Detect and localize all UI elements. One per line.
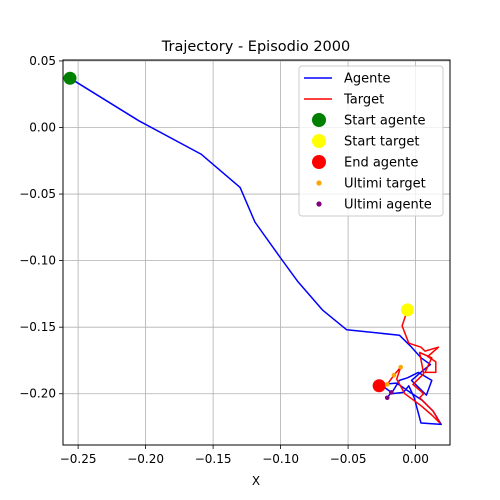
legend: Agente Target Start agente Start target End … (298, 65, 444, 217)
legend-ultimi-target-swatch (316, 180, 322, 186)
chart-title: Trajectory - Episodio 2000 (161, 39, 350, 55)
series-lines (69, 77, 442, 426)
end-agente-marker (372, 379, 386, 393)
x-tick-label: −0.20 (127, 452, 164, 466)
legend-start-agente-swatch (312, 113, 326, 127)
ultimi-agente-marker (384, 395, 390, 401)
ultimi-target-marker (384, 382, 390, 387)
x-axis-ticks: −0.25 −0.20 −0.15 −0.10 −0.05 0.00 (60, 445, 429, 466)
x-tick-label: −0.10 (262, 452, 299, 466)
y-tick-label: −0.05 (19, 187, 56, 201)
grid (63, 60, 450, 445)
ultimi-agente-marker (388, 390, 394, 395)
legend-agente-label: Agente (344, 72, 390, 87)
x-axis-label: X (252, 474, 260, 488)
legend-end-agente-swatch (312, 155, 326, 169)
x-tick-label: 0.00 (402, 452, 429, 466)
legend-start-target-swatch (312, 134, 326, 148)
legend-ultimi-agente-swatch (316, 201, 322, 207)
series-markers (63, 71, 414, 401)
y-tick-label: −0.10 (19, 254, 56, 268)
plot-frame (62, 59, 451, 446)
y-axis-ticks: 0.05 0.00 −0.05 −0.10 −0.15 −0.20 (19, 54, 63, 401)
y-tick-label: 0.00 (29, 120, 56, 134)
y-tick-label: −0.20 (19, 387, 56, 401)
x-tick-label: −0.05 (330, 452, 367, 466)
ultimi-target-marker (398, 364, 404, 370)
ultimi-target-marker (391, 372, 397, 378)
start-agente-marker (63, 71, 77, 85)
x-tick-label: −0.15 (195, 452, 232, 466)
y-tick-label: −0.15 (19, 320, 56, 334)
y-tick-label: 0.05 (29, 54, 56, 68)
legend-end-agente-label: End agente (344, 156, 418, 171)
legend-start-target-label: Start target (344, 135, 419, 150)
x-tick-label: −0.25 (60, 452, 97, 466)
target-line (378, 309, 441, 424)
legend-target-label: Target (343, 93, 384, 108)
legend-ultimi-target-label: Ultimi target (344, 177, 426, 192)
legend-start-agente-label: Start agente (344, 114, 425, 129)
legend-ultimi-agente-label: Ultimi agente (344, 198, 432, 213)
start-target-marker (400, 303, 414, 317)
legend-frame (298, 65, 444, 217)
